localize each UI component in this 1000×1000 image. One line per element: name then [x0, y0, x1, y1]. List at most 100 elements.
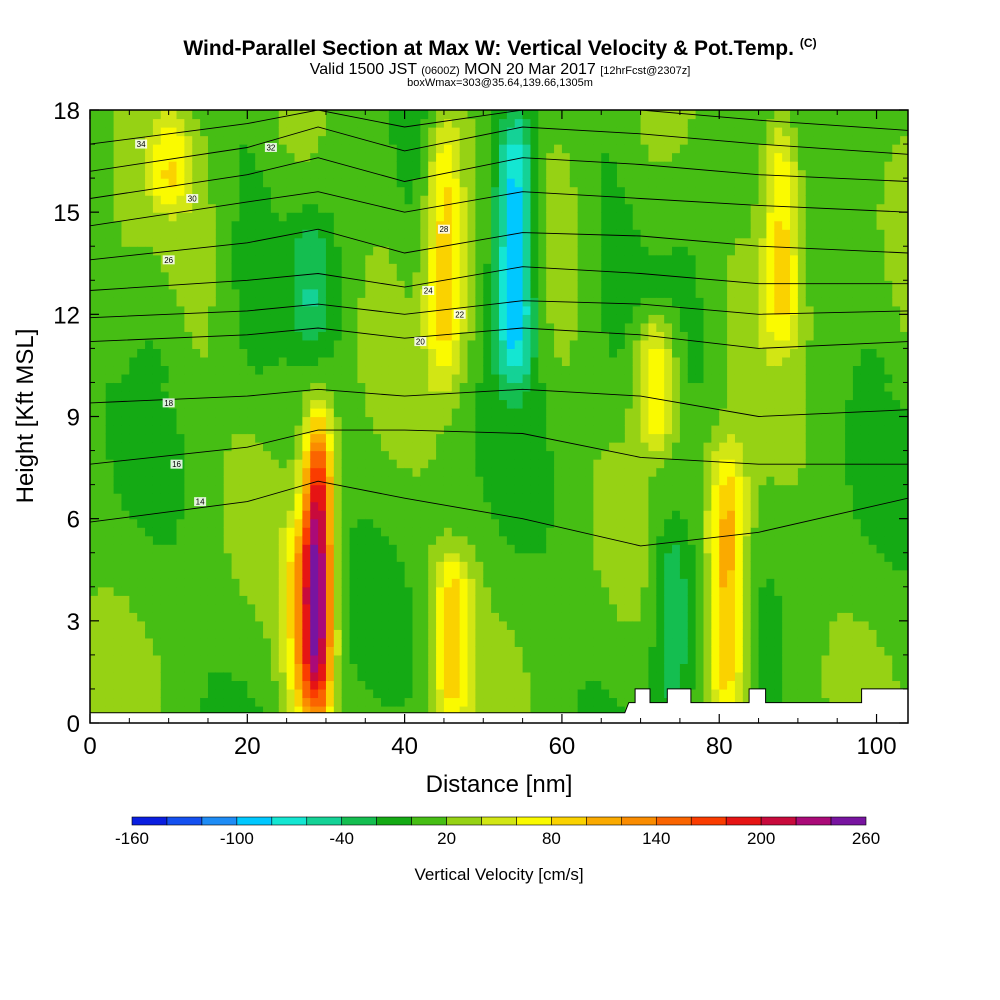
field-cell	[192, 586, 201, 596]
field-cell	[412, 237, 421, 247]
field-cell	[341, 586, 351, 596]
field-cell	[530, 178, 539, 188]
field-cell	[302, 510, 311, 520]
field-cell	[137, 535, 146, 545]
field-cell	[90, 595, 99, 605]
field-cell	[365, 620, 374, 630]
field-cell	[113, 671, 123, 682]
field-cell	[302, 518, 311, 528]
field-cell	[231, 637, 241, 647]
field-cell	[616, 629, 626, 639]
field-cell	[90, 135, 99, 145]
field-cell	[412, 288, 421, 298]
field-cell	[294, 348, 303, 358]
field-cell	[404, 416, 414, 426]
field-cell	[325, 688, 335, 699]
field-cell	[483, 578, 492, 588]
field-cell	[90, 407, 99, 418]
field-cell	[491, 603, 500, 613]
field-cell	[286, 348, 296, 358]
field-cell	[207, 127, 217, 137]
field-cell	[97, 152, 107, 162]
field-cell	[388, 118, 398, 128]
field-cell	[601, 203, 610, 213]
field-cell	[105, 680, 115, 690]
field-cell	[593, 297, 602, 307]
field-cell	[341, 654, 351, 664]
field-cell	[538, 322, 547, 332]
field-cell	[585, 535, 594, 545]
field-cell	[294, 186, 303, 196]
field-cell	[325, 203, 335, 213]
field-cell	[192, 212, 201, 222]
field-cell	[90, 552, 99, 562]
field-cell	[499, 118, 508, 128]
field-cell	[349, 246, 359, 256]
field-cell	[428, 561, 437, 571]
field-cell	[396, 459, 406, 469]
field-cell	[207, 654, 217, 664]
field-cell	[467, 476, 477, 486]
field-cell	[231, 578, 241, 588]
field-cell	[514, 118, 524, 128]
field-cell	[310, 161, 319, 171]
field-cell	[546, 544, 555, 554]
field-cell	[160, 484, 170, 494]
field-cell	[483, 322, 492, 332]
field-cell	[215, 450, 225, 460]
field-cell	[310, 280, 319, 290]
field-cell	[97, 467, 107, 477]
field-cell	[522, 161, 532, 171]
field-cell	[192, 280, 201, 290]
field-cell	[121, 442, 130, 452]
field-cell	[514, 484, 524, 494]
field-cell	[152, 688, 162, 699]
field-cell	[286, 229, 296, 239]
field-cell	[231, 331, 241, 341]
field-cell	[554, 127, 563, 137]
field-cell	[396, 297, 406, 307]
field-cell	[601, 407, 610, 418]
field-cell	[113, 450, 123, 460]
field-cell	[412, 578, 421, 588]
field-cell	[294, 399, 303, 409]
field-cell	[341, 356, 351, 367]
field-cell	[404, 254, 414, 264]
field-cell	[577, 237, 587, 247]
field-cell	[459, 629, 469, 639]
field-cell	[601, 425, 610, 435]
field-cell	[412, 118, 421, 128]
field-cell	[616, 322, 626, 332]
field-cell	[184, 535, 193, 545]
field-cell	[145, 688, 154, 699]
field-cell	[624, 629, 634, 639]
field-cell	[302, 603, 311, 613]
field-cell	[184, 586, 193, 596]
field-cell	[200, 578, 209, 588]
field-cell	[231, 246, 241, 256]
field-cell	[451, 169, 461, 179]
field-cell	[105, 118, 115, 128]
field-cell	[624, 425, 634, 435]
field-cell	[341, 118, 351, 128]
field-cell	[247, 382, 256, 392]
field-cell	[420, 637, 429, 647]
field-cell	[451, 195, 461, 205]
field-cell	[200, 144, 209, 154]
field-cell	[105, 578, 115, 588]
field-cell	[506, 450, 516, 460]
field-cell	[184, 348, 193, 358]
field-cell	[137, 552, 146, 562]
field-cell	[255, 186, 264, 196]
field-cell	[357, 476, 366, 486]
field-cell	[215, 527, 225, 537]
field-cell	[223, 527, 233, 537]
field-cell	[381, 220, 390, 230]
field-cell	[278, 390, 288, 401]
field-cell	[514, 110, 524, 120]
field-cell	[436, 484, 445, 494]
field-cell	[499, 203, 508, 213]
field-cell	[357, 510, 366, 520]
field-cell	[97, 118, 107, 128]
